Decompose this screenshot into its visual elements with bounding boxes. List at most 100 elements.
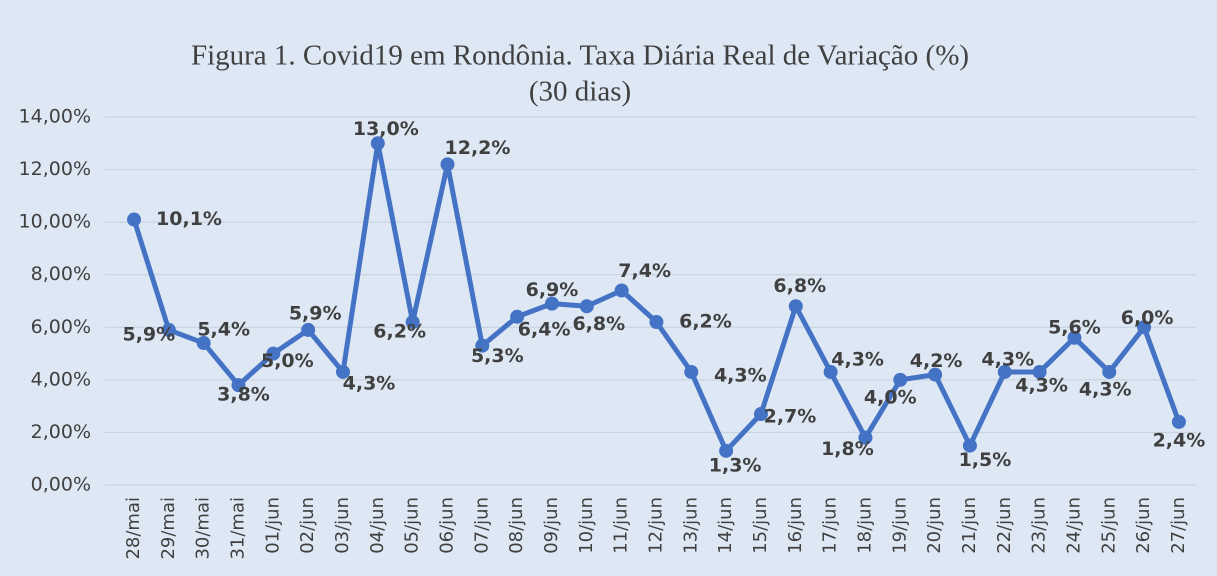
data-point (1067, 330, 1082, 345)
data-label: 10,1% (156, 208, 222, 230)
x-tick-label: 28/mai (123, 497, 144, 560)
y-tick-label: 12,00% (19, 158, 91, 180)
data-label: 4,2% (910, 350, 963, 372)
data-label: 4,3% (981, 348, 1034, 370)
x-tick-label: 01/jun (262, 497, 283, 554)
x-tick-label: 04/jun (367, 497, 388, 554)
data-point (231, 378, 246, 393)
data-point (440, 157, 455, 172)
data-point (544, 296, 559, 311)
data-point (370, 136, 385, 151)
x-tick-label: 16/jun (785, 497, 806, 554)
x-tick-label: 10/jun (576, 497, 597, 554)
data-label: 5,9% (289, 302, 342, 324)
data-point (719, 443, 734, 458)
data-point (858, 430, 873, 445)
data-point (510, 309, 525, 324)
data-label: 6,9% (526, 279, 579, 301)
x-tick-label: 30/mai (193, 497, 214, 560)
data-label: 6,0% (1121, 307, 1174, 329)
data-point (788, 299, 803, 314)
data-label: 13,0% (353, 118, 419, 140)
data-point (335, 364, 350, 379)
data-point (196, 336, 211, 351)
x-tick-label: 13/jun (680, 497, 701, 554)
data-label: 5,9% (122, 323, 175, 345)
data-point (405, 315, 420, 330)
x-tick-label: 06/jun (436, 497, 457, 554)
x-tick-label: 08/jun (506, 497, 527, 554)
data-label: 6,2% (679, 311, 732, 333)
data-label: 4,3% (1015, 374, 1068, 396)
x-tick-label: 27/jun (1168, 497, 1189, 554)
y-tick-label: 14,00% (19, 106, 91, 128)
data-point (579, 299, 594, 314)
x-tick-label: 11/jun (611, 497, 632, 554)
x-tick-label: 09/jun (541, 497, 562, 554)
data-point (161, 322, 176, 337)
data-point (1137, 320, 1152, 335)
data-label: 5,0% (261, 350, 314, 372)
chart-area (8, 8, 1209, 568)
x-tick-label: 24/jun (1063, 497, 1084, 554)
data-label: 1,5% (959, 449, 1012, 471)
data-label: 12,2% (445, 137, 511, 159)
data-point (266, 346, 281, 361)
x-tick-label: 17/jun (820, 497, 841, 554)
x-tick-label: 31/mai (228, 497, 249, 560)
x-tick-label: 15/jun (750, 497, 771, 554)
x-tick-label: 23/jun (1029, 497, 1050, 554)
data-point (823, 364, 838, 379)
data-label: 2,4% (1153, 429, 1206, 451)
data-label: 4,3% (1079, 378, 1132, 400)
data-label: 6,8% (572, 313, 625, 335)
data-label: 6,4% (518, 318, 571, 340)
data-label: 7,4% (618, 260, 671, 282)
x-tick-label: 18/jun (854, 497, 875, 554)
x-tick-label: 21/jun (959, 497, 980, 554)
y-tick-label: 0,00% (31, 474, 91, 496)
data-label: 5,6% (1048, 316, 1101, 338)
data-point (962, 438, 977, 453)
data-label: 6,2% (373, 321, 426, 343)
y-tick-label: 8,00% (31, 263, 91, 285)
x-tick-label: 29/mai (158, 497, 179, 560)
x-tick-label: 20/jun (924, 497, 945, 554)
data-point (475, 338, 490, 353)
data-point (1032, 364, 1047, 379)
data-label: 5,4% (197, 319, 250, 341)
x-tick-label: 26/jun (1133, 497, 1154, 554)
data-label: 1,3% (709, 454, 762, 476)
chart-title: (30 dias) (529, 76, 631, 108)
y-tick-label: 4,00% (31, 368, 91, 390)
data-point (893, 372, 908, 387)
data-label: 4,0% (864, 386, 917, 408)
x-tick-label: 02/jun (297, 497, 318, 554)
data-label: 6,8% (773, 275, 826, 297)
x-tick-label: 25/jun (1098, 497, 1119, 554)
x-tick-label: 14/jun (715, 497, 736, 554)
data-label: 2,7% (764, 406, 817, 428)
data-label: 5,3% (471, 345, 524, 367)
x-tick-label: 03/jun (332, 497, 353, 554)
data-point (301, 322, 316, 337)
data-label: 4,3% (343, 372, 396, 394)
data-point (997, 364, 1012, 379)
data-label: 3,8% (217, 384, 270, 406)
data-point (684, 364, 699, 379)
data-point (649, 315, 664, 330)
y-tick-label: 6,00% (31, 316, 91, 338)
x-tick-label: 05/jun (402, 497, 423, 554)
chart-title: Figura 1. Covid19 em Rondônia. Taxa Diár… (191, 40, 969, 72)
data-point (753, 407, 768, 422)
data-point (127, 212, 142, 227)
data-label: 4,3% (714, 364, 767, 386)
x-tick-label: 12/jun (645, 497, 666, 554)
data-label: 1,8% (821, 438, 874, 460)
x-tick-label: 07/jun (471, 497, 492, 554)
data-label: 4,3% (831, 348, 884, 370)
x-tick-label: 19/jun (889, 497, 910, 554)
data-point (1102, 364, 1117, 379)
